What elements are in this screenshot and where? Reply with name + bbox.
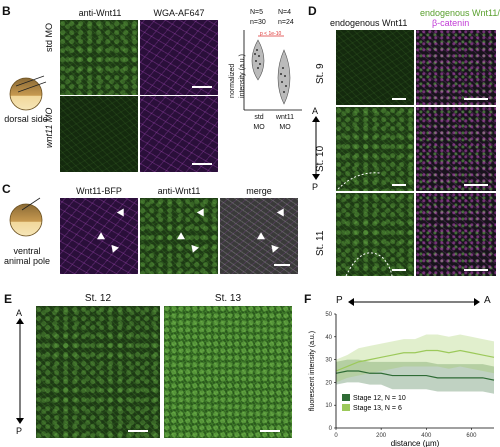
legend-label-1: Stage 13, N = 6 [353,405,402,412]
col-header-anti-wnt11-c: anti-Wnt11 [157,186,201,196]
col-header-endogenous-wnt11: endogenous Wnt11 [330,18,408,28]
scale-bar [464,269,488,271]
image-e-st12 [36,306,160,438]
y-axis-label: fluorescent intensity (a.u.) [309,331,316,411]
image-c-wnt11-bfp [60,198,138,274]
violin-xtick-wnt11: wnt11 MO [275,114,295,131]
image-d-st11-wnt11 [336,193,414,276]
pvalue-label: p < 1e-10 [260,31,282,37]
legend-swatch-0 [342,394,350,401]
embryo-icon-dorsal [9,75,47,111]
image-b-wnt11mo-wga [140,96,218,172]
col-header-st13: St. 13 [214,293,242,304]
x-tick-label: 0 [334,433,338,439]
panel-label-c: C [2,182,11,196]
image-d-st11-merge [416,193,496,276]
embryo-label-ventral: ventral animal pole [3,246,51,266]
y-tick-label: 30 [325,358,332,364]
row-label-std-mo: std MO [44,22,54,52]
embryo-label-dorsal: dorsal side [4,114,48,124]
row-label-st11: St. 11 [315,230,326,256]
x-tick-label: 200 [376,433,387,439]
series-line-1 [335,349,495,372]
embryo-icon-ventral [9,197,43,237]
col-header-anti-wnt11: anti-Wnt11 [78,8,122,18]
axis-label-f-anterior: A [484,295,491,306]
line-chart-f: 0 10 20 30 40 50 0 200 400 600 distance (µm) fluore… [309,312,495,447]
n-label-wnt11: N=4 n=24 [278,9,294,26]
col-header-wnt11-bfp: Wnt11-BFP [76,186,122,196]
image-d-st10-merge [416,107,496,191]
scale-bar [192,86,212,88]
image-e-st13 [164,306,292,438]
axis-arrow-f [348,298,480,306]
legend-label-0: Stage 12, N = 10 [353,395,406,402]
axis-label-d-anterior: A [312,106,319,116]
series-band-0 [336,359,494,394]
y-tick-label: 0 [329,426,333,432]
axis-arrow-d [312,116,320,180]
scale-bar [128,430,148,432]
scale-bar [392,98,406,100]
panel-label-e: E [4,292,13,306]
image-d-st9-wnt11 [336,30,414,105]
col-header-merge: merge [246,186,272,196]
scale-bar [392,269,406,271]
axis-label-d-posterior: P [312,182,319,192]
col-header-wga: WGA-AF647 [153,8,205,18]
y-tick-label: 10 [325,403,332,409]
col-header-st12: St. 12 [84,293,112,304]
scale-bar [392,184,406,186]
x-tick-label: 400 [421,433,432,439]
col-header-beta-catenin: β-catenin [432,18,470,28]
axis-arrow-e [16,318,24,424]
violin-ylabel: normalized intensity (a.u.) [229,54,246,98]
scale-bar [274,264,290,266]
y-tick-label: 50 [325,312,332,318]
axis-label-e-anterior: A [16,308,23,318]
panel-label-d: D [308,4,317,18]
panel-label-f: F [304,292,312,306]
axis-label-e-posterior: P [16,426,23,436]
image-d-st9-merge [416,30,496,105]
axis-label-f-posterior: P [336,295,343,306]
image-d-st10-wnt11 [336,107,414,191]
y-tick-label: 20 [325,380,332,386]
scale-bar [260,430,280,432]
violin-plot-b [243,30,302,111]
image-c-anti-wnt11 [140,198,218,274]
image-c-merge [220,198,298,274]
panel-label-b: B [2,4,11,18]
x-tick-label: 600 [466,433,477,439]
legend-swatch-1 [342,404,350,411]
series-band-1 [336,334,494,383]
image-b-std-anti-wnt11 [60,20,138,95]
col-header-endogenous-wnt11-merge: endogenous Wnt11/ [420,8,500,18]
y-tick-label: 40 [325,335,332,341]
scale-bar [464,98,488,100]
image-b-std-wga [140,20,218,95]
scale-bar [464,184,488,186]
row-label-st9: St. 9 [315,63,326,84]
violin-xtick-std: std MO [253,114,265,131]
image-b-wnt11mo-anti-wnt11 [60,96,138,172]
n-label-std: N=5 n=30 [250,9,266,26]
x-axis-label: distance (µm) [391,439,440,447]
series-line-0 [335,370,495,381]
scale-bar [192,163,212,165]
